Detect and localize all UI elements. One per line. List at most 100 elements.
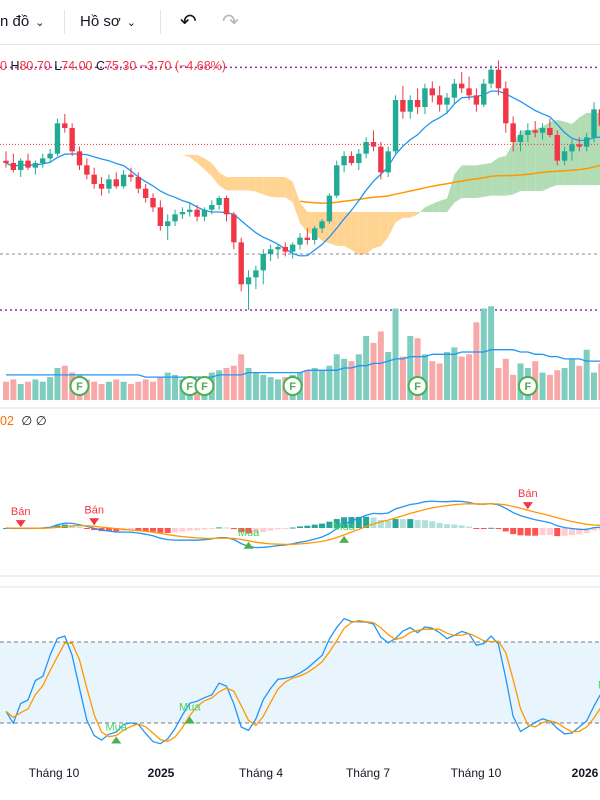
x-axis-label: 2025 bbox=[148, 766, 175, 780]
candle-body bbox=[54, 123, 61, 154]
macd-histogram-bar bbox=[458, 525, 465, 528]
volume-bar bbox=[39, 381, 46, 400]
profile-dropdown[interactable]: Hồ sơ ⌄ bbox=[80, 0, 136, 44]
macd-histogram-bar bbox=[488, 527, 495, 529]
cloud-segment bbox=[579, 112, 587, 186]
volume-bar bbox=[54, 368, 61, 400]
volume-bar bbox=[421, 354, 428, 400]
macd-histogram-bar bbox=[186, 528, 193, 531]
cloud-segment bbox=[101, 163, 109, 165]
cloud-segment bbox=[263, 177, 271, 197]
volume-bar bbox=[164, 372, 171, 400]
indicator-legend: 02 ∅ ∅ bbox=[0, 413, 47, 428]
volume-bar bbox=[127, 384, 134, 400]
candle-body bbox=[488, 69, 494, 84]
candle-body bbox=[187, 209, 193, 212]
indicator-value-2: ∅ ∅ bbox=[21, 414, 47, 428]
cloud-segment bbox=[447, 174, 455, 212]
candle-body bbox=[260, 254, 266, 271]
macd-histogram-bar bbox=[355, 516, 362, 528]
cloud-segment bbox=[388, 212, 396, 238]
cloud-segment bbox=[395, 212, 403, 223]
macd-histogram-bar bbox=[421, 520, 428, 528]
stoch-k-line bbox=[5, 617, 600, 745]
macd-histogram-bar bbox=[164, 528, 171, 533]
chart-type-dropdown[interactable]: n đồ ⌄ bbox=[0, 0, 44, 44]
macd-histogram-bar bbox=[451, 524, 458, 528]
candle-body bbox=[69, 128, 75, 152]
candle-body bbox=[378, 146, 384, 173]
macd-histogram-bar bbox=[230, 528, 237, 530]
volume-bar bbox=[319, 370, 326, 400]
toolbar-divider bbox=[160, 10, 161, 34]
undo-icon[interactable]: ↶ bbox=[180, 11, 197, 33]
redo-icon[interactable]: ↷ bbox=[222, 11, 239, 33]
macd-histogram-bar bbox=[223, 527, 230, 529]
cloud-segment bbox=[204, 158, 212, 177]
volume-bar bbox=[274, 379, 281, 400]
cloud-segment bbox=[505, 143, 514, 196]
candle-body bbox=[436, 95, 443, 105]
macd-histogram-bar bbox=[392, 519, 399, 528]
candle-body bbox=[245, 277, 252, 285]
f-marker bbox=[194, 376, 215, 396]
macd-histogram-bar bbox=[524, 528, 531, 536]
volume-bar bbox=[333, 354, 340, 400]
f-marker bbox=[282, 376, 303, 396]
macd-histogram-bar bbox=[289, 527, 296, 529]
cloud-segment bbox=[424, 203, 433, 212]
candle-body bbox=[142, 188, 149, 198]
macd-histogram-bar bbox=[554, 528, 561, 537]
macd-histogram-bar bbox=[245, 528, 252, 534]
long-ma-line bbox=[299, 164, 600, 204]
macd-histogram-bar bbox=[216, 527, 223, 529]
candle-body bbox=[3, 160, 9, 163]
cloud-segment bbox=[439, 198, 447, 212]
volume-bar bbox=[576, 365, 583, 400]
sell-label: Bán bbox=[518, 488, 538, 500]
candle-body bbox=[598, 109, 600, 126]
macd-histogram-bar bbox=[113, 528, 120, 532]
volume-bar bbox=[377, 331, 384, 400]
cloud-segment bbox=[197, 154, 205, 170]
macd-histogram-bar bbox=[444, 524, 450, 528]
ohlc-high-label: H bbox=[10, 59, 20, 73]
grid-lines bbox=[0, 407, 600, 588]
volume-bar bbox=[47, 377, 54, 400]
candle-body bbox=[459, 83, 465, 89]
cloud-segment bbox=[248, 177, 256, 192]
top-toolbar: n đồ ⌄ Hồ sơ ⌄ ↶ ↷ bbox=[0, 0, 600, 45]
volume-bar bbox=[260, 374, 267, 400]
volume-ma-line bbox=[6, 349, 600, 378]
candle-body bbox=[422, 88, 428, 107]
f-marker bbox=[407, 376, 428, 396]
candle-body bbox=[400, 100, 406, 112]
macd-histogram-bar bbox=[502, 528, 509, 532]
ohlc-close-label: C bbox=[95, 59, 105, 73]
volume-bar bbox=[495, 368, 502, 400]
f-marker-label: F bbox=[414, 381, 421, 393]
candle-body bbox=[128, 174, 134, 177]
macd-histogram-bar bbox=[473, 528, 480, 529]
candle-body bbox=[253, 270, 259, 278]
cloud-segment bbox=[336, 212, 345, 246]
sell-label: Bán bbox=[11, 506, 31, 518]
macd-histogram-bar bbox=[142, 528, 149, 531]
macd-line bbox=[5, 500, 600, 549]
cloud-segment bbox=[64, 159, 73, 162]
sell-arrow bbox=[89, 518, 100, 526]
candle-body bbox=[525, 130, 531, 135]
candle-body bbox=[348, 156, 355, 163]
candle-body bbox=[392, 100, 399, 152]
x-axis-label: 2026 bbox=[572, 766, 599, 780]
buy-arrow bbox=[339, 535, 350, 543]
candle-body bbox=[407, 100, 413, 112]
macd-histogram-bar bbox=[150, 528, 156, 532]
cloud-segment bbox=[476, 164, 484, 198]
macd-histogram-bar bbox=[414, 520, 421, 528]
volume-bar bbox=[436, 363, 443, 400]
volume-bar bbox=[348, 361, 355, 400]
candle-body bbox=[150, 198, 156, 208]
candle-body bbox=[47, 153, 53, 159]
